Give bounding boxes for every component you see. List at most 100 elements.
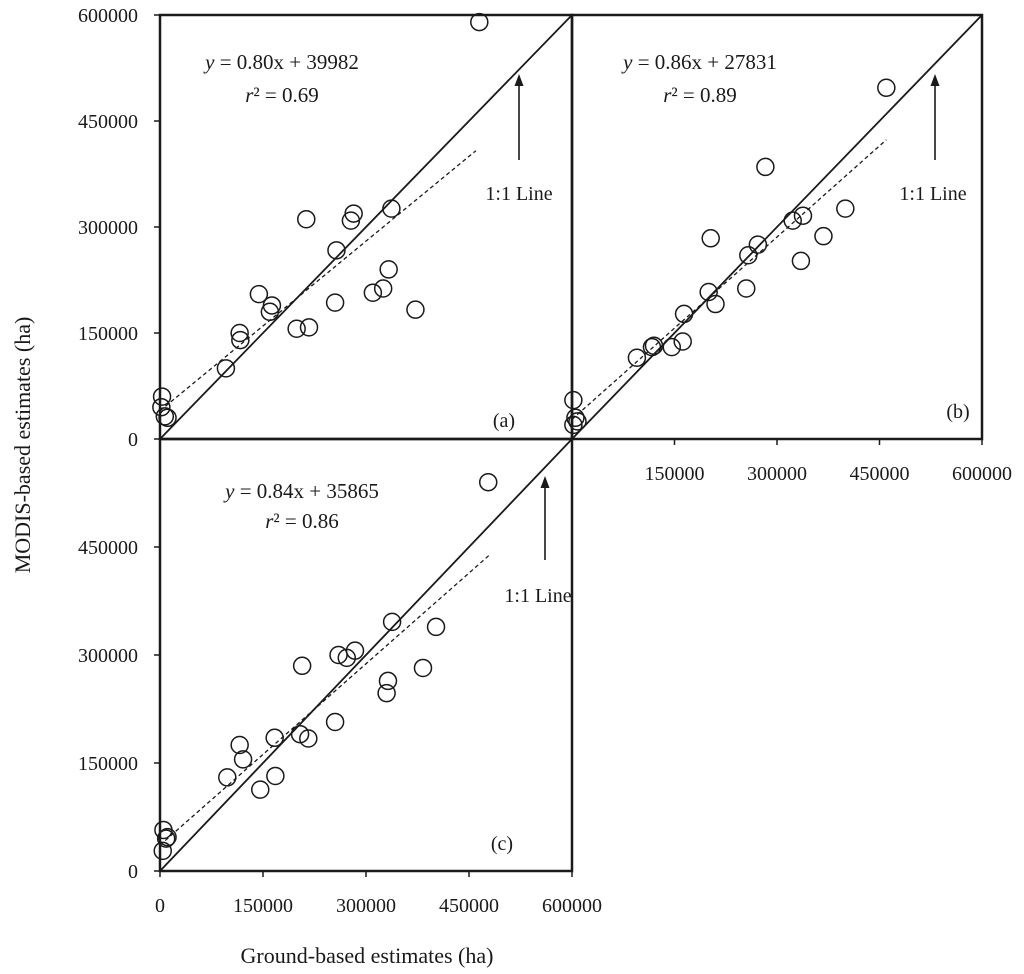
panel-a-points bbox=[152, 12, 489, 428]
panel-b-r2-var: r bbox=[663, 83, 672, 107]
data-point bbox=[378, 671, 398, 691]
panel-c-equation: y = 0.84x + 35865 bbox=[223, 479, 379, 503]
data-point bbox=[627, 348, 647, 367]
data-point bbox=[478, 472, 498, 492]
y-tick-label: 600000 bbox=[78, 5, 138, 27]
panel-c-r2-text: ² = 0.86 bbox=[273, 509, 338, 533]
panel-c-equation-var: y bbox=[223, 479, 235, 503]
data-point bbox=[662, 337, 682, 357]
panel-b-arrow-head bbox=[930, 74, 940, 86]
panel-c-diagonal bbox=[159, 438, 573, 872]
x-tick-label: 150000 bbox=[233, 895, 293, 917]
panel-b-equation-text: = 0.86x + 27831 bbox=[632, 50, 776, 74]
data-point bbox=[382, 199, 401, 218]
y-tick-label: 300000 bbox=[78, 645, 138, 667]
data-point bbox=[877, 78, 896, 98]
panel-b-one-to-one-line bbox=[571, 14, 983, 440]
data-point bbox=[836, 199, 855, 218]
panel-a-equation-var: y bbox=[203, 50, 215, 74]
data-point bbox=[706, 294, 725, 314]
data-point bbox=[344, 204, 363, 223]
x-tick-label: 600000 bbox=[542, 895, 602, 917]
data-point bbox=[251, 780, 270, 799]
panel-a-fit-line bbox=[159, 150, 477, 412]
panel-a-one-to-one-label: 1:1 Line bbox=[485, 183, 552, 205]
panel-c-regression bbox=[159, 554, 491, 846]
panel-b-equation-var: y bbox=[621, 50, 633, 74]
data-point bbox=[791, 251, 811, 271]
data-point bbox=[644, 336, 664, 355]
data-point bbox=[701, 229, 720, 248]
data-point bbox=[249, 284, 269, 304]
y-tick-label: 450000 bbox=[78, 537, 138, 559]
panel-c-one-to-one-label: 1:1 Line bbox=[504, 585, 571, 607]
data-point bbox=[299, 318, 319, 337]
data-point bbox=[748, 235, 768, 254]
data-point bbox=[155, 407, 175, 426]
panel-b-equation: y = 0.86x + 27831 bbox=[621, 50, 777, 74]
x-tick-label: 450000 bbox=[850, 463, 910, 485]
panel-c-fit-line bbox=[159, 554, 491, 846]
y-tick-label: 450000 bbox=[78, 111, 138, 133]
data-point bbox=[158, 408, 177, 428]
panel-c-yticks: 0 150000 300000 450000 bbox=[78, 537, 160, 883]
y-tick-label: 150000 bbox=[78, 753, 138, 775]
data-point bbox=[793, 206, 813, 225]
panel-b-xticks: 150000 300000 450000 600000 bbox=[645, 439, 1012, 485]
data-point bbox=[262, 296, 282, 315]
x-tick-label: 150000 bbox=[645, 463, 705, 485]
panel-c-r2-var: r bbox=[265, 509, 274, 533]
data-point bbox=[218, 768, 237, 787]
data-point bbox=[230, 735, 249, 755]
panel-b-diagonal bbox=[571, 14, 983, 440]
panel-b-one-to-one-label: 1:1 Line bbox=[899, 183, 966, 205]
panel-a-diagonal bbox=[159, 14, 573, 440]
panel-c-one-to-one-line bbox=[159, 438, 573, 872]
data-point bbox=[363, 283, 383, 302]
data-point bbox=[426, 617, 446, 637]
panel-c-label: (c) bbox=[491, 833, 513, 855]
panel-a-yticks: 0 150000 300000 450000 600000 bbox=[78, 5, 160, 451]
data-point bbox=[377, 683, 396, 703]
x-axis-title: Ground-based estimates (ha) bbox=[241, 943, 494, 968]
panel-a-arrow-head bbox=[514, 74, 524, 86]
data-point bbox=[674, 304, 694, 324]
data-point bbox=[156, 829, 176, 848]
data-point bbox=[673, 332, 692, 351]
panel-a-equation-text: = 0.80x + 39982 bbox=[214, 50, 358, 74]
y-tick-label: 0 bbox=[128, 861, 138, 883]
panel-a-r2-text: ² = 0.69 bbox=[253, 83, 318, 107]
data-point bbox=[737, 279, 756, 298]
data-point bbox=[325, 293, 345, 312]
data-point bbox=[642, 337, 662, 357]
data-point bbox=[230, 323, 249, 343]
data-point bbox=[413, 658, 433, 678]
panel-b-r2-text: ² = 0.89 bbox=[671, 83, 736, 107]
data-point bbox=[564, 390, 583, 410]
panel-c-r2: r² = 0.86 bbox=[265, 509, 339, 533]
data-point bbox=[297, 209, 316, 229]
data-point bbox=[265, 728, 284, 748]
data-point bbox=[379, 260, 398, 279]
panel-b-regression bbox=[571, 139, 887, 420]
data-point bbox=[382, 612, 402, 632]
y-tick-label: 0 bbox=[128, 429, 138, 451]
y-tick-label: 150000 bbox=[78, 323, 138, 345]
data-point bbox=[233, 750, 253, 769]
data-point bbox=[325, 712, 345, 732]
data-point bbox=[158, 827, 177, 847]
data-point bbox=[699, 282, 718, 302]
data-point bbox=[231, 330, 250, 350]
panel-a-r2-var: r bbox=[245, 83, 254, 107]
panel-b-points bbox=[564, 78, 896, 435]
data-point bbox=[564, 415, 583, 435]
data-point bbox=[470, 12, 489, 32]
data-point bbox=[153, 841, 172, 861]
panel-b-r2: r² = 0.89 bbox=[663, 83, 737, 107]
panel-a-r2: r² = 0.69 bbox=[245, 83, 319, 107]
panel-c-xticks: 0 150000 300000 450000 600000 bbox=[155, 871, 602, 917]
panel-a-equation: y = 0.80x + 39982 bbox=[203, 50, 359, 74]
data-point bbox=[216, 359, 236, 378]
data-point bbox=[373, 279, 393, 298]
